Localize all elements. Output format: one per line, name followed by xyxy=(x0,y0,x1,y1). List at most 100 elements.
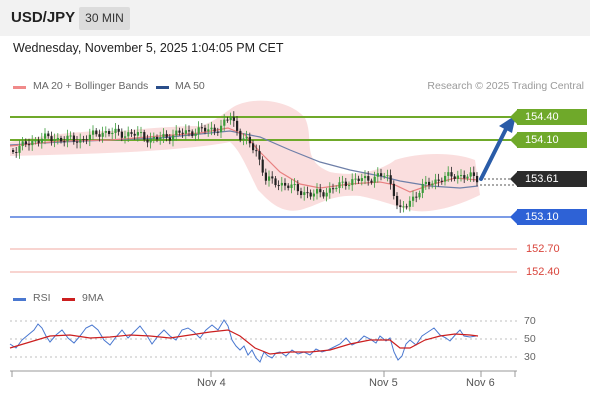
rsi-axis-70: 70 xyxy=(524,315,536,327)
candle-body xyxy=(392,183,395,196)
candle-body xyxy=(175,130,178,136)
x-label-nov-6: Nov 6 xyxy=(466,377,495,389)
x-label-nov-4: Nov 4 xyxy=(197,377,226,389)
candle-body xyxy=(63,141,66,143)
candle-body xyxy=(460,175,463,177)
candle-body xyxy=(450,172,453,177)
candle-body xyxy=(437,179,440,181)
candle-body xyxy=(130,132,133,134)
candle-body xyxy=(60,137,63,142)
ma50-line xyxy=(9,130,479,189)
candle-body xyxy=(351,179,354,186)
level-label-154-40: 154.40 xyxy=(517,109,587,125)
candle-body xyxy=(34,140,37,142)
candle-body xyxy=(312,193,315,197)
candle-body xyxy=(408,200,411,207)
candle-body xyxy=(287,185,290,189)
timeframe-button[interactable]: 30 MIN xyxy=(79,7,130,30)
candle-body xyxy=(415,196,418,198)
candle-body xyxy=(322,192,325,197)
candle-body xyxy=(338,182,341,188)
candle-body xyxy=(447,172,450,176)
x-axis xyxy=(10,370,517,377)
candle-body xyxy=(165,133,168,138)
forecast-arrow xyxy=(479,115,516,181)
candle-body xyxy=(18,146,21,153)
candle-body xyxy=(226,119,229,121)
candle-body xyxy=(424,181,427,184)
candle-body xyxy=(389,175,392,184)
candle-body xyxy=(213,127,216,132)
x-label-nov-5: Nov 5 xyxy=(369,377,398,389)
rsi-panel xyxy=(9,319,517,363)
research-credit: Research © 2025 Trading Central xyxy=(427,80,584,92)
rsi-legend-swatch xyxy=(13,298,26,301)
candle-body xyxy=(31,140,34,146)
candle-body xyxy=(245,136,248,139)
candle-body xyxy=(181,132,184,134)
candle-body xyxy=(101,132,104,137)
candle-body xyxy=(344,181,347,186)
candle-body xyxy=(104,131,107,133)
candle-body xyxy=(277,185,280,187)
candle-body xyxy=(476,175,479,183)
candle-body xyxy=(156,137,159,140)
candle-body xyxy=(53,139,56,142)
candle-body xyxy=(24,141,27,145)
level-label-152-70: 152.70 xyxy=(526,243,560,255)
candle-body xyxy=(21,141,24,147)
candle-body xyxy=(140,132,143,134)
candle-body xyxy=(402,206,405,208)
chart-header: USD/JPY 30 MIN xyxy=(0,0,590,36)
candle-body xyxy=(380,173,383,177)
candle-body xyxy=(316,189,319,194)
candle-body xyxy=(66,135,69,142)
candle-body xyxy=(258,150,261,160)
candle-body xyxy=(341,181,344,183)
candle-body xyxy=(136,132,139,136)
candle-body xyxy=(95,130,98,135)
candle-body xyxy=(162,133,165,138)
candle-body xyxy=(280,182,283,186)
candle-body xyxy=(466,176,469,179)
candle-body xyxy=(197,127,200,134)
candle-body xyxy=(143,132,146,140)
candle-body xyxy=(232,117,235,121)
candle-body xyxy=(284,182,287,186)
candle-body xyxy=(120,131,123,138)
candle-body xyxy=(69,135,72,137)
rsi-line xyxy=(9,319,477,363)
level-label-153-10: 153.10 xyxy=(517,209,587,225)
rsi-ma-legend-swatch xyxy=(62,298,75,301)
candle-body xyxy=(431,183,434,186)
candle-body xyxy=(293,184,296,186)
candle-body xyxy=(47,133,50,137)
candle-body xyxy=(428,181,431,186)
candle-body xyxy=(210,127,213,130)
candle-body xyxy=(88,134,91,141)
candle-body xyxy=(440,180,443,182)
ma50-legend-label: MA 50 xyxy=(175,80,205,92)
ma20-legend-swatch xyxy=(13,86,26,89)
candle-body xyxy=(354,178,357,180)
candle-body xyxy=(76,141,79,143)
candle-body xyxy=(152,137,155,139)
candle-body xyxy=(248,136,251,144)
level-label-154-10: 154.10 xyxy=(517,132,587,148)
candle-body xyxy=(463,175,466,179)
candle-body xyxy=(178,130,181,133)
candle-body xyxy=(328,188,331,193)
candle-body xyxy=(376,173,379,177)
candle-body xyxy=(309,192,312,197)
candle-body xyxy=(418,192,421,198)
candle-body xyxy=(373,176,376,183)
candle-body xyxy=(274,178,277,186)
candlestick-series xyxy=(12,111,479,213)
candle-body xyxy=(117,128,120,132)
candle-body xyxy=(191,131,194,137)
candle-body xyxy=(108,131,111,135)
symbol-label: USD/JPY xyxy=(11,9,76,26)
candle-body xyxy=(386,175,389,177)
candle-body xyxy=(472,172,475,176)
